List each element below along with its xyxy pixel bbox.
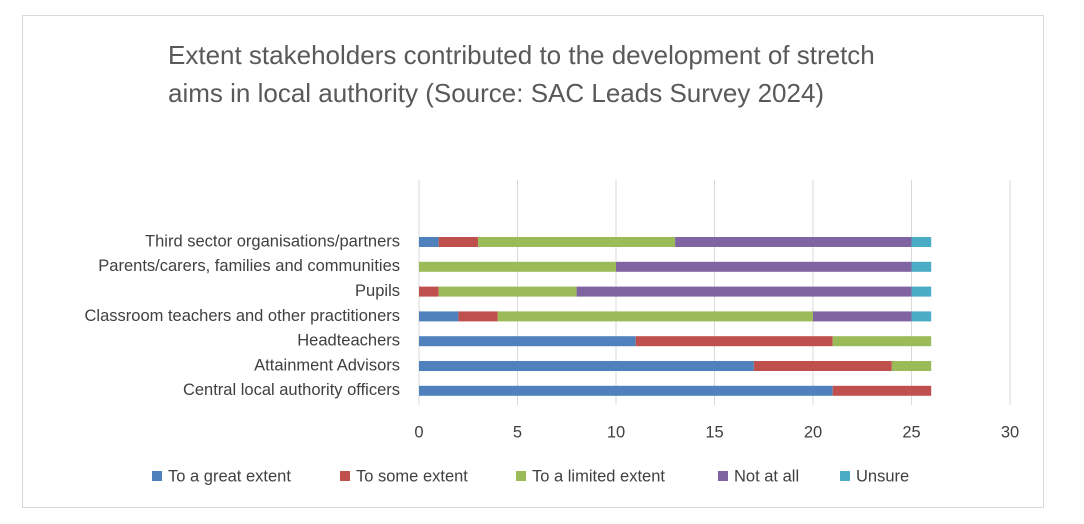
bar-segment (438, 237, 479, 247)
chart-frame (22, 15, 1044, 508)
x-tick-label: 30 (1001, 423, 1019, 441)
legend-label: To some extent (356, 467, 468, 485)
chart-title: Extent stakeholders contributed to the d… (168, 40, 875, 108)
bar-segment (458, 311, 498, 322)
bar-segment (419, 261, 616, 272)
legend-swatch (516, 471, 526, 481)
x-tick-label: 15 (705, 423, 723, 441)
legend-swatch (340, 471, 350, 481)
bar-segment (911, 286, 932, 297)
bar-segment (635, 336, 833, 347)
legend-label: Not at all (734, 467, 799, 485)
bar-segment (419, 385, 833, 396)
bar-segment (832, 336, 932, 347)
bar-segment (419, 336, 636, 347)
bar-segment (438, 286, 577, 297)
bar-segment (911, 237, 932, 247)
legend-swatch (840, 471, 850, 481)
bar-segment (891, 361, 932, 371)
bar-segment (576, 286, 912, 297)
legend-label: To a limited extent (532, 467, 665, 485)
y-tick-label: Attainment Advisors (254, 356, 400, 374)
bar-segment (419, 286, 439, 297)
y-tick-label: Parents/carers, families and communities (98, 257, 400, 275)
bar-segment (419, 361, 754, 371)
x-tick-label: 5 (513, 423, 522, 441)
bar-segment (813, 311, 912, 322)
x-tick-label: 10 (607, 423, 625, 441)
legend-swatch (718, 471, 728, 481)
bar-segment (832, 385, 932, 396)
bar-segment (478, 237, 676, 247)
y-tick-label: Pupils (355, 282, 400, 300)
bar-segment (419, 237, 439, 247)
bar-segment (911, 261, 932, 272)
y-tick-label: Classroom teachers and other practitione… (85, 307, 400, 325)
legend-swatch (152, 471, 162, 481)
y-tick-label: Central local authority officers (183, 381, 400, 399)
y-tick-label: Third sector organisations/partners (145, 232, 400, 250)
x-tick-label: 0 (414, 423, 423, 441)
bar-segment (675, 237, 912, 247)
bar-segment (497, 311, 813, 322)
legend-label: Unsure (856, 467, 909, 485)
y-tick-label: Headteachers (297, 332, 400, 350)
bar-segment (753, 361, 892, 371)
bar-segment (616, 261, 912, 272)
bar-segment (911, 311, 932, 322)
bar-segment (419, 311, 459, 322)
legend-label: To a great extent (168, 467, 291, 485)
x-tick-label: 20 (804, 423, 822, 441)
x-tick-label: 25 (902, 423, 920, 441)
